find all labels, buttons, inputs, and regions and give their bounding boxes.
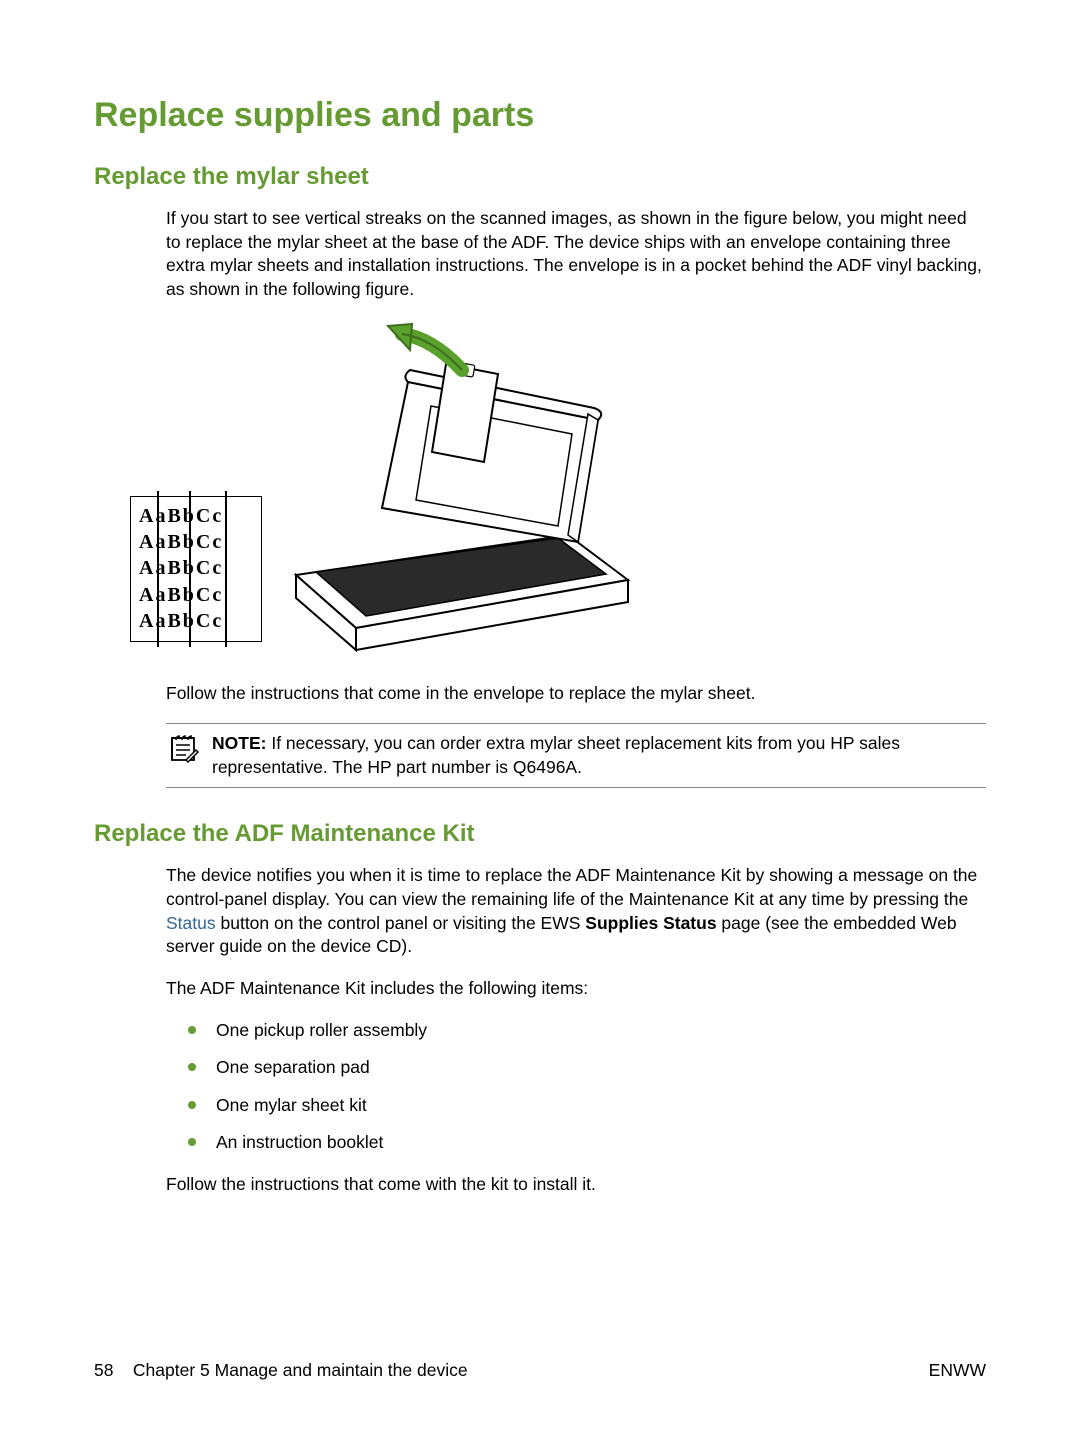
sample-row: AaBbCc <box>139 557 253 579</box>
figure-sample-scan-box: AaBbCc AaBbCc AaBbCc AaBbCc AaBbCc <box>130 496 262 642</box>
text-run: button on the control panel or visiting … <box>216 913 586 933</box>
chapter-label: Chapter 5 Manage and maintain the device <box>133 1360 468 1380</box>
list-item: An instruction booklet <box>188 1131 986 1155</box>
paragraph-adf-includes: The ADF Maintenance Kit includes the fol… <box>166 977 986 1001</box>
footer-left: 58 Chapter 5 Manage and maintain the dev… <box>94 1360 468 1381</box>
sample-row: AaBbCc <box>139 505 253 527</box>
sample-row: AaBbCc <box>139 584 253 606</box>
list-item: One pickup roller assembly <box>188 1019 986 1043</box>
text-run: The device notifies you when it is time … <box>166 865 977 909</box>
note-text: NOTE: If necessary, you can order extra … <box>212 732 986 779</box>
figure-mylar-replacement: AaBbCc AaBbCc AaBbCc AaBbCc AaBbCc <box>166 320 986 660</box>
adf-kit-list: One pickup roller assembly One separatio… <box>188 1019 986 1156</box>
page-number: 58 <box>94 1360 113 1380</box>
page-title: Replace supplies and parts <box>94 96 986 135</box>
footer-right: ENWW <box>929 1360 986 1381</box>
note-block: NOTE: If necessary, you can order extra … <box>166 723 986 788</box>
bold-phrase: Supplies Status <box>585 913 716 933</box>
section-heading-adf: Replace the ADF Maintenance Kit <box>94 820 986 848</box>
scanner-illustration <box>276 320 656 660</box>
section-heading-mylar: Replace the mylar sheet <box>94 163 986 191</box>
note-icon <box>166 732 200 766</box>
page-footer: 58 Chapter 5 Manage and maintain the dev… <box>94 1360 986 1381</box>
list-item: One mylar sheet kit <box>188 1094 986 1118</box>
note-label: NOTE: <box>212 733 266 753</box>
sample-row: AaBbCc <box>139 531 253 553</box>
sample-row: AaBbCc <box>139 610 253 632</box>
list-item: One separation pad <box>188 1056 986 1080</box>
note-body: If necessary, you can order extra mylar … <box>212 733 900 777</box>
paragraph-adf-follow: Follow the instructions that come with t… <box>166 1173 986 1197</box>
paragraph-mylar-follow: Follow the instructions that come in the… <box>166 682 986 706</box>
document-page: Replace supplies and parts Replace the m… <box>0 0 1080 1437</box>
paragraph-mylar-intro: If you start to see vertical streaks on … <box>166 207 986 302</box>
status-link-word: Status <box>166 913 216 933</box>
paragraph-adf-intro: The device notifies you when it is time … <box>166 864 986 959</box>
